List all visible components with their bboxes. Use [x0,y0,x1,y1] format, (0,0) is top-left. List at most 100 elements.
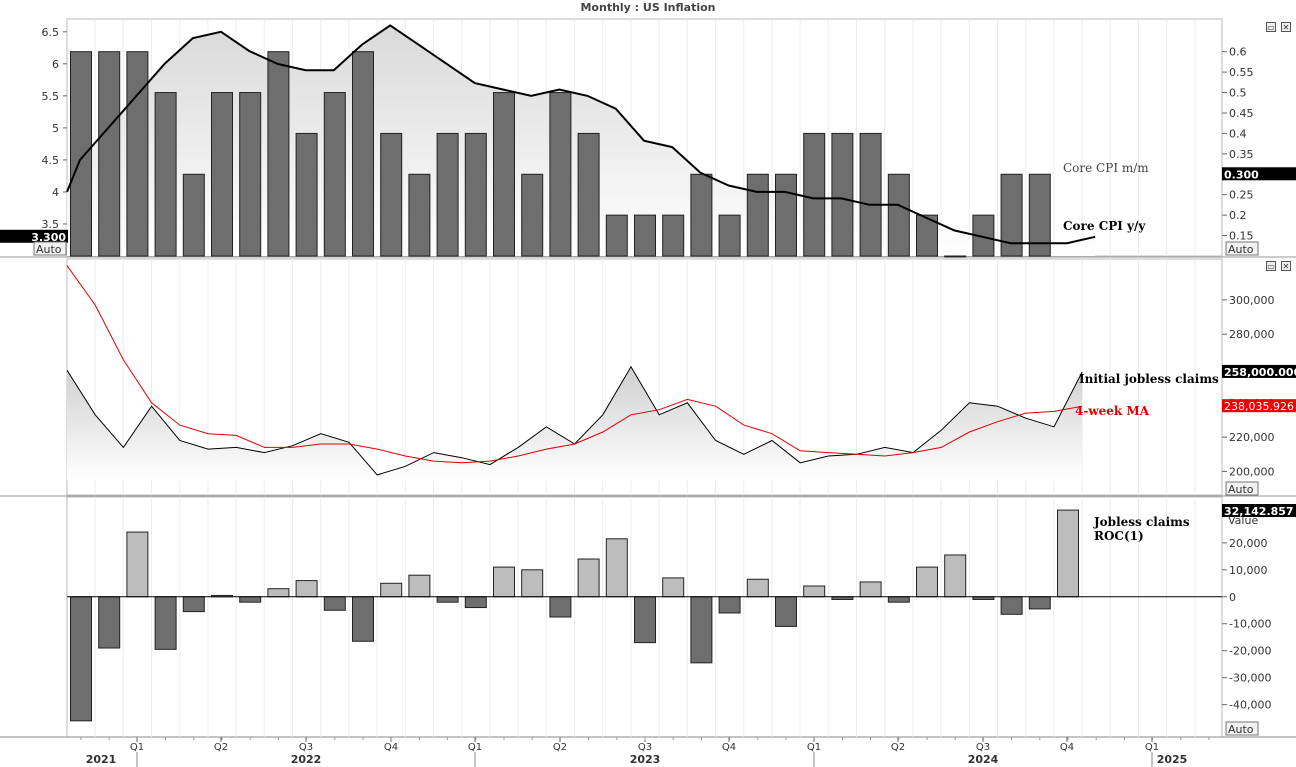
claims-tick-label: 280,000 [1229,328,1275,341]
claims-auto: Auto [1228,483,1254,496]
roc-value-label: Value [1228,514,1258,527]
roc-bar [493,566,515,598]
roc-tick-label: -30,000 [1229,672,1271,685]
legend-roc-line2: ROC(1) [1094,529,1144,543]
x-quarter-label: Q4 [1060,742,1074,753]
core-cpi-yy-line [66,24,1096,245]
core-cpi-mm-bar [464,132,487,257]
core-cpi-mm-bar [267,51,290,257]
roc-bar [859,581,882,598]
cpi-right-tick-label: 0.5 [1229,87,1247,100]
core-cpi-mm-bar [380,132,403,257]
core-cpi-mm-bar [154,92,177,257]
cpi-auto-left-box [33,241,67,256]
core-cpi-mm-bar [577,132,600,257]
core-cpi-mm-bar [126,51,149,257]
panel1-minimize-icon[interactable]: ▭ [1266,22,1276,32]
cpi-yy-tag-box [0,229,68,243]
cpi-left-tick-label: 6.5 [42,26,60,39]
core-cpi-mm-bar [1000,173,1023,257]
roc-bar [239,596,262,603]
panel2-minimize-icon[interactable]: ▭ [1266,261,1276,271]
core-cpi-mm-bar [831,132,854,257]
roc-bar [634,596,656,644]
core-cpi-mm-bar [70,51,92,257]
x-quarter-label: Q3 [299,742,313,753]
roc-tick-label: -40,000 [1229,699,1271,712]
core-cpi-mm-bar [323,92,346,257]
panel2-close-icon[interactable]: ✕ [1281,261,1291,271]
chart-title: Monthly : US Inflation [580,1,716,14]
core-cpi-mm-bar [718,214,741,257]
roc-bar [380,582,403,598]
roc-bar [775,596,797,627]
core-cpi-mm-bar [690,173,713,257]
core-cpi-mm-bar [521,173,544,257]
x-quarter-label: Q1 [130,742,144,753]
cpi-left-tick-label: 3.5 [42,218,60,231]
roc-bar [803,585,826,598]
core-cpi-mm-bar [775,173,797,257]
roc-bar [436,596,459,603]
legend-core-cpi-yy: Core CPI y/y [1063,219,1146,233]
x-year-label: 2024 [968,753,999,766]
roc-tag: 32,142.857 [1224,505,1294,518]
core-cpi-mm-bar [887,173,910,257]
cpi-right-tick-label: 0.35 [1229,148,1254,161]
roc-bar [352,596,374,642]
x-quarter-label: Q1 [1145,742,1159,753]
core-cpi-mm-bar [436,132,459,257]
legend-jobless-claims: Initial jobless claims [1079,372,1219,386]
cpi-auto-right-box [1225,241,1259,256]
core-cpi-mm-bar [549,92,572,257]
roc-auto: Auto [1228,723,1254,736]
roc-bar [944,554,967,598]
x-year-label: 2023 [630,753,661,766]
legend-4-week-ma: 4-week MA [1075,404,1150,418]
core-cpi-mm-bar [239,92,262,257]
roc-tick-label: -20,000 [1229,645,1271,658]
cpi-right-tick-label: 0.4 [1229,127,1247,140]
roc-bar [154,596,177,650]
cpi-right-tick-label: 0.25 [1229,189,1254,202]
cpi-yy-tag: 3.300 [31,231,66,244]
roc-bar [408,574,431,598]
core-cpi-mm-bar [211,92,233,257]
cpi-left-tick-label: 6 [52,58,59,71]
roc-bar [98,596,121,649]
roc-bar [1028,596,1051,610]
core-cpi-mm-bar [916,214,938,257]
roc-bar [690,596,713,664]
core-cpi-mm-bar [352,51,374,257]
cpi-auto-left: Auto [36,243,62,256]
cpi-right-tick-label: 0.6 [1229,46,1247,59]
roc-bar [1000,596,1023,615]
cpi-right-tick-label: 0.15 [1229,230,1254,243]
core-cpi-mm-bar [98,51,121,257]
claims-tag: 258,000.000 [1224,366,1296,379]
core-cpi-mm-bar [605,214,628,257]
panel1-close-icon[interactable]: ✕ [1281,22,1291,32]
roc-bar [70,596,92,722]
cpi-left-tick-label: 4 [52,186,59,199]
core-cpi-mm-bar [662,214,685,257]
core-cpi-mm-bar [295,132,318,257]
claims-tag-box [1222,364,1296,378]
roc-bar [662,577,685,598]
roc-bar [718,596,741,614]
roc-tick-label: -10,000 [1229,618,1271,631]
x-year-label: 2021 [86,753,117,766]
roc-tick-label: 0 [1229,591,1236,604]
roc-tick-label: 10,000 [1229,564,1268,577]
claims-auto-box [1225,481,1259,496]
roc-bar [182,596,205,613]
x-quarter-label: Q3 [976,742,990,753]
core-cpi-mm-bar [1028,173,1051,257]
roc-bar [549,596,572,618]
cpi-right-tick-label: 0.45 [1229,107,1254,120]
roc-bar [267,588,290,598]
core-cpi-mm-bar [408,173,431,257]
x-year-label: 2025 [1157,753,1188,766]
claims-tick-label: 200,000 [1229,465,1275,478]
